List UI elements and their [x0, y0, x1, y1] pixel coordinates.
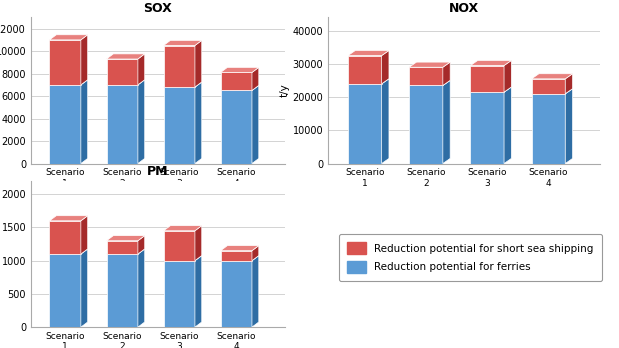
- Polygon shape: [220, 72, 252, 90]
- Polygon shape: [443, 62, 450, 86]
- Polygon shape: [532, 94, 565, 164]
- Polygon shape: [409, 67, 443, 86]
- Polygon shape: [50, 221, 81, 254]
- Title: PM: PM: [147, 165, 168, 179]
- Polygon shape: [252, 255, 259, 327]
- Polygon shape: [50, 80, 88, 85]
- Polygon shape: [348, 79, 389, 84]
- Polygon shape: [409, 80, 450, 86]
- Title: NOX: NOX: [449, 2, 479, 15]
- Polygon shape: [565, 74, 573, 94]
- Polygon shape: [252, 246, 259, 261]
- Polygon shape: [81, 216, 88, 254]
- Polygon shape: [106, 241, 138, 254]
- Polygon shape: [163, 255, 202, 261]
- Polygon shape: [532, 79, 565, 94]
- Legend: Reduction potential for short sea shipping, Reduction potential for ferries: Reduction potential for short sea shippi…: [339, 234, 602, 281]
- Polygon shape: [470, 87, 511, 92]
- Polygon shape: [220, 246, 259, 251]
- Polygon shape: [50, 35, 88, 40]
- Polygon shape: [106, 54, 145, 59]
- Polygon shape: [532, 89, 573, 94]
- Polygon shape: [504, 87, 511, 164]
- Polygon shape: [106, 236, 145, 241]
- Polygon shape: [470, 61, 511, 65]
- Polygon shape: [220, 90, 252, 164]
- Polygon shape: [81, 35, 88, 85]
- Polygon shape: [409, 62, 450, 67]
- Polygon shape: [138, 54, 145, 85]
- Polygon shape: [470, 92, 504, 164]
- Polygon shape: [50, 249, 88, 254]
- Polygon shape: [81, 80, 88, 164]
- Polygon shape: [252, 68, 259, 90]
- Polygon shape: [195, 255, 202, 327]
- Polygon shape: [220, 68, 259, 72]
- Polygon shape: [220, 251, 252, 261]
- Polygon shape: [163, 226, 202, 231]
- Polygon shape: [106, 254, 138, 327]
- Polygon shape: [50, 85, 81, 164]
- Polygon shape: [163, 46, 195, 87]
- Polygon shape: [163, 87, 195, 164]
- Polygon shape: [163, 40, 202, 46]
- Polygon shape: [220, 85, 259, 90]
- Polygon shape: [106, 249, 145, 254]
- Polygon shape: [532, 74, 573, 79]
- Polygon shape: [163, 231, 195, 261]
- Y-axis label: t/y: t/y: [280, 84, 290, 97]
- Polygon shape: [163, 261, 195, 327]
- Polygon shape: [565, 89, 573, 164]
- Polygon shape: [50, 216, 88, 221]
- Polygon shape: [106, 80, 145, 85]
- Polygon shape: [252, 85, 259, 164]
- Polygon shape: [382, 79, 389, 164]
- Polygon shape: [195, 82, 202, 164]
- Polygon shape: [138, 80, 145, 164]
- Polygon shape: [50, 254, 81, 327]
- Polygon shape: [50, 40, 81, 85]
- Polygon shape: [443, 80, 450, 164]
- Polygon shape: [81, 249, 88, 327]
- Polygon shape: [195, 226, 202, 261]
- Polygon shape: [138, 236, 145, 254]
- Polygon shape: [138, 249, 145, 327]
- Polygon shape: [348, 56, 382, 84]
- Polygon shape: [409, 86, 443, 164]
- Polygon shape: [106, 85, 138, 164]
- Polygon shape: [163, 82, 202, 87]
- Polygon shape: [470, 65, 504, 92]
- Polygon shape: [348, 50, 389, 56]
- Polygon shape: [504, 61, 511, 92]
- Title: SOX: SOX: [144, 2, 172, 15]
- Polygon shape: [195, 40, 202, 87]
- Polygon shape: [382, 50, 389, 84]
- Polygon shape: [348, 84, 382, 164]
- Polygon shape: [220, 261, 252, 327]
- Polygon shape: [220, 255, 259, 261]
- Polygon shape: [106, 59, 138, 85]
